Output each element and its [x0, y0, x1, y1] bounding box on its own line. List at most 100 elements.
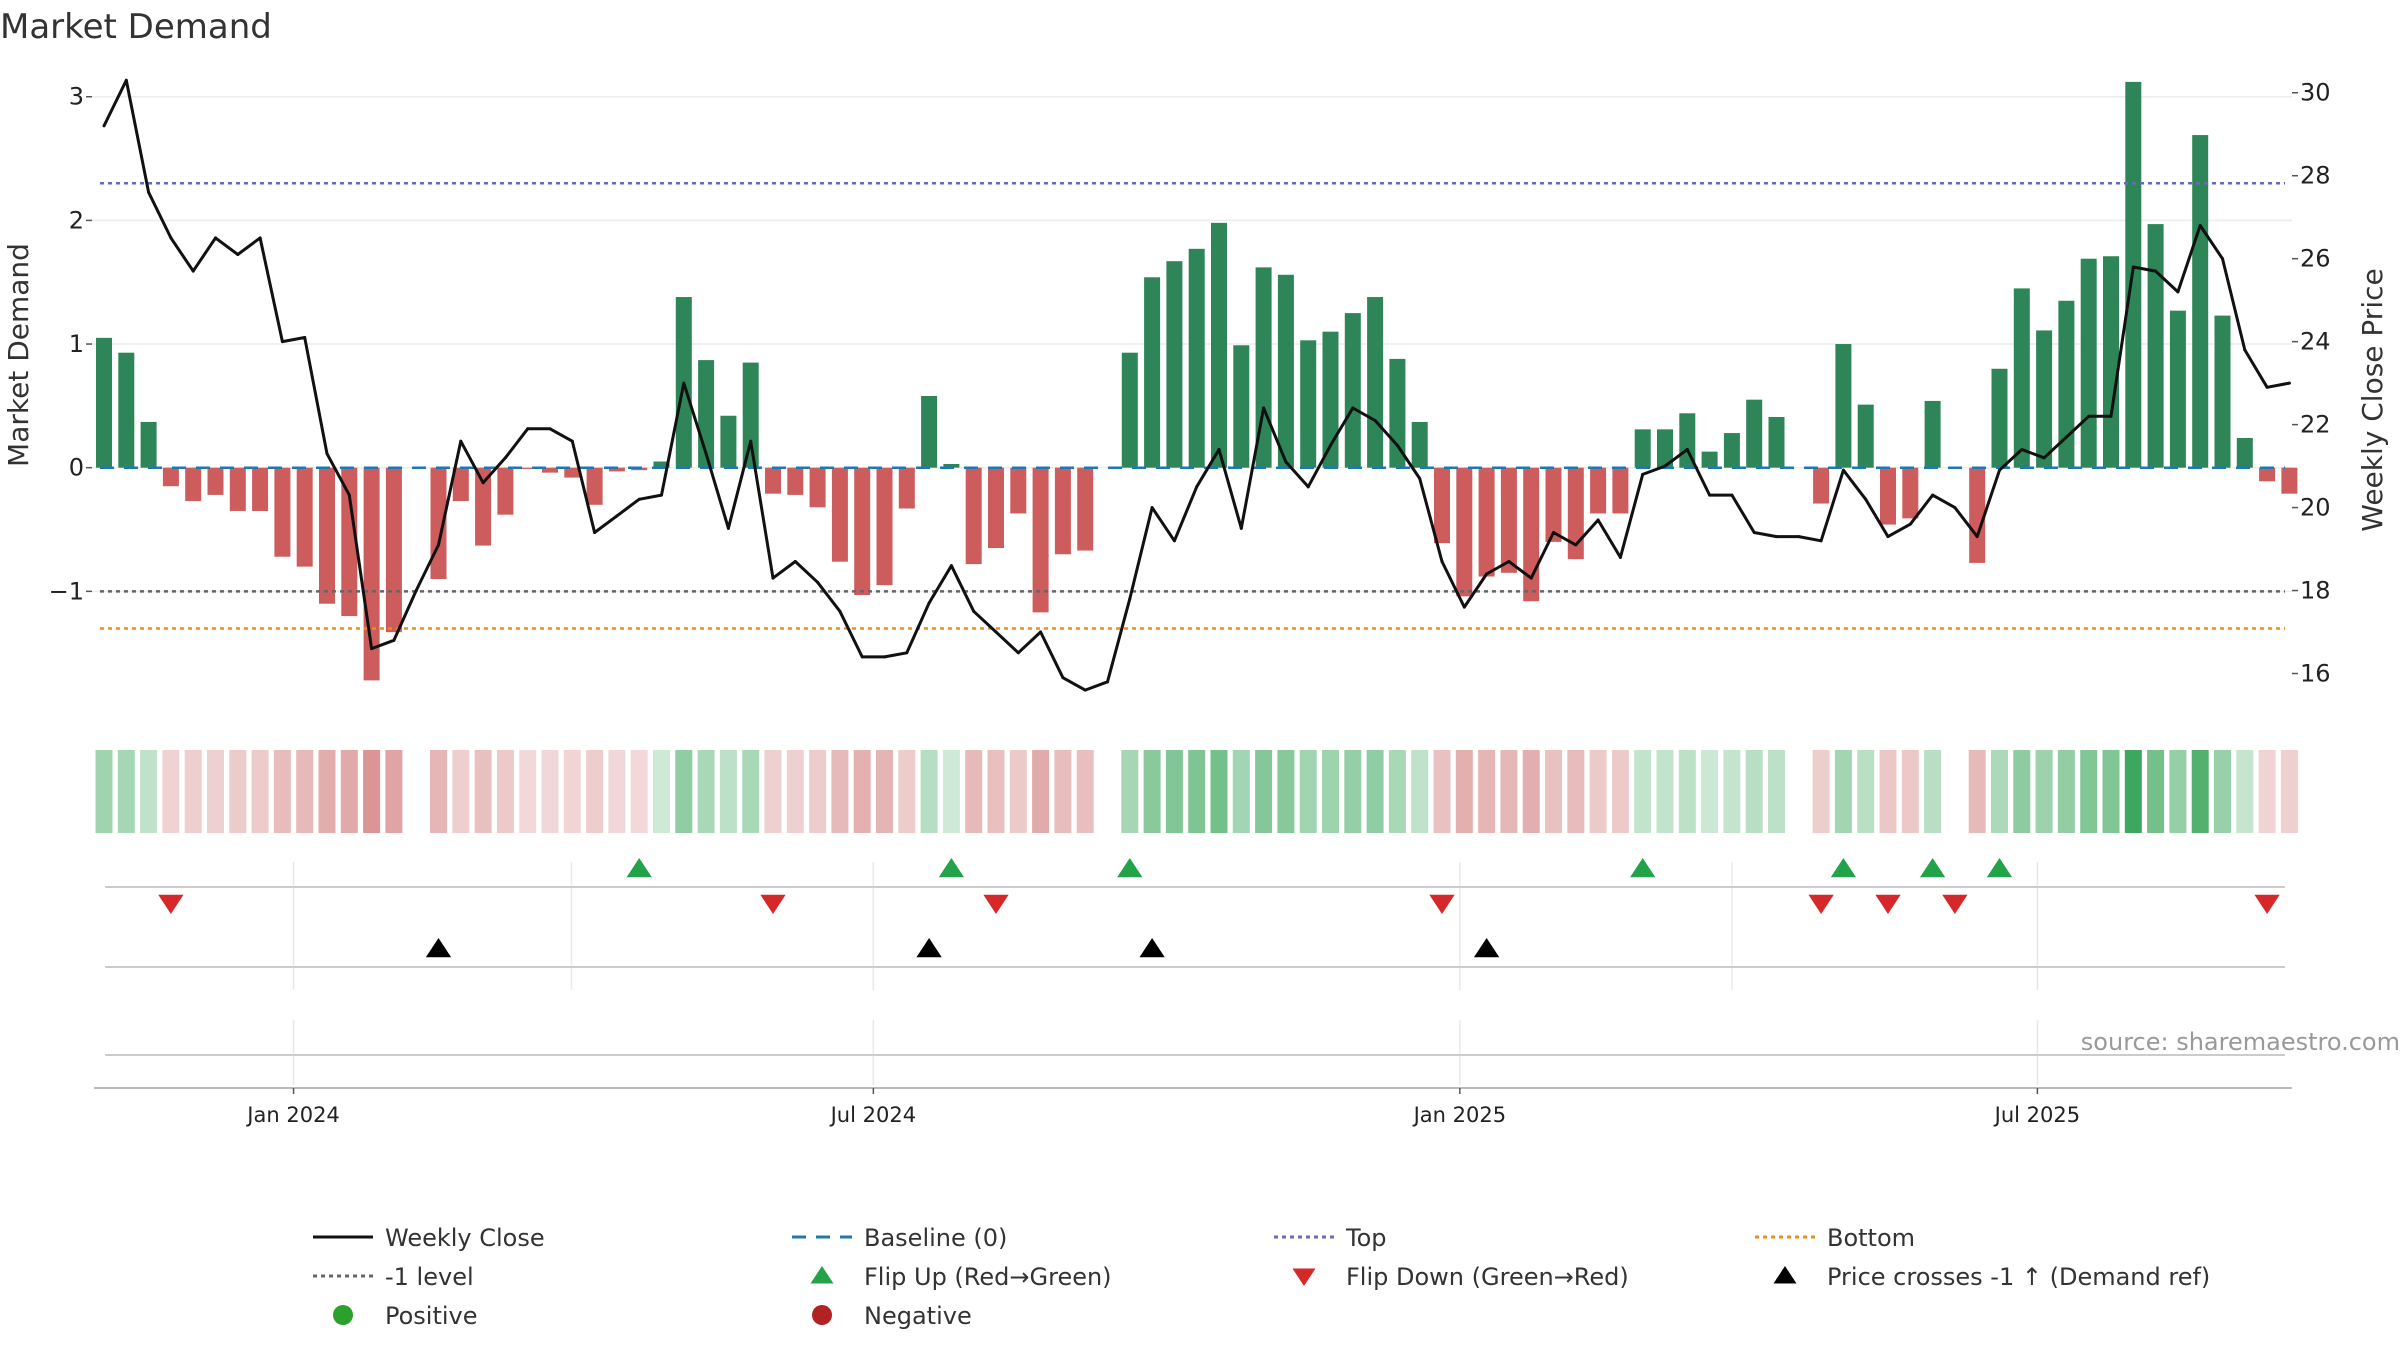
- chart-title: Market Demand: [0, 7, 272, 47]
- positive-bar: [1991, 368, 2008, 468]
- heat-cell: [2258, 750, 2276, 833]
- heat-cell: [2013, 750, 2031, 833]
- heat-cell: [207, 750, 224, 833]
- positive-bar: [2036, 330, 2053, 468]
- price-point: [437, 543, 440, 547]
- price-point: [1663, 464, 1667, 468]
- heat-cell: [2102, 750, 2120, 833]
- negative-bar: [1612, 467, 1629, 514]
- legend-swatch-dot: [333, 1305, 353, 1325]
- heat-cell: [1500, 750, 1518, 833]
- flip-down-marker: [2254, 894, 2280, 914]
- price-point: [972, 609, 976, 613]
- weekly-close-line: [102, 78, 2291, 692]
- flip-up-marker: [1986, 858, 2013, 878]
- heat-cell: [563, 750, 581, 833]
- positive-bar: [1367, 297, 1384, 468]
- legend-item: Weekly Close: [313, 1224, 545, 1252]
- heat-cell: [1834, 750, 1852, 833]
- source-note: source: sharemaestro.com: [2081, 1028, 2400, 1056]
- positive-bar: [1657, 429, 1673, 468]
- price-point: [2064, 435, 2068, 439]
- price-point: [392, 638, 396, 642]
- legend-item: Top: [1274, 1224, 1387, 1252]
- heat-cell: [1009, 750, 1027, 833]
- negative-bar: [452, 467, 469, 502]
- left-axis-label: Market Demand: [2, 243, 35, 467]
- negative-bar: [608, 467, 625, 472]
- heat-cell: [608, 750, 626, 833]
- positive-bar: [943, 463, 960, 468]
- legend-item: Flip Down (Green→Red): [1292, 1263, 1629, 1291]
- negative-bar: [586, 467, 603, 505]
- price-point: [749, 439, 753, 443]
- negative-bar: [1010, 467, 1027, 514]
- price-point: [682, 381, 686, 385]
- negative-bar: [519, 467, 536, 469]
- price-point: [2176, 290, 2180, 294]
- price-point: [169, 236, 173, 240]
- heat-cell: [1299, 750, 1317, 833]
- price-point: [1462, 605, 1466, 609]
- price-point: [325, 452, 329, 456]
- heat-cell: [1143, 750, 1161, 833]
- heat-cell: [853, 750, 871, 833]
- demand-heat-strip: [95, 750, 2298, 833]
- positive-bar: [1300, 340, 1317, 468]
- price-point: [637, 497, 641, 501]
- price-point: [1596, 518, 1600, 522]
- heat-cell: [2169, 750, 2187, 833]
- price-point: [124, 78, 128, 82]
- price-point: [2131, 265, 2135, 269]
- price-point: [660, 493, 663, 497]
- positive-bar: [720, 415, 737, 468]
- heat-cell: [2214, 750, 2231, 833]
- legend-swatch-triangle-up: [1773, 1266, 1797, 1284]
- positive-bar: [653, 461, 670, 468]
- right-tick-label: 28: [2300, 162, 2331, 190]
- negative-bar: [274, 467, 291, 557]
- price-point: [1262, 406, 1266, 410]
- positive-bar: [921, 395, 938, 468]
- price-point: [1507, 560, 1511, 564]
- positive-bar: [1233, 345, 1250, 468]
- positive-bar: [1277, 274, 1294, 468]
- negative-bar: [341, 467, 358, 617]
- positive-bar: [1835, 344, 1852, 468]
- price-point: [726, 526, 730, 530]
- flip-down-marker: [1429, 894, 1455, 914]
- negative-bar: [831, 467, 848, 562]
- negative-bar: [162, 467, 179, 487]
- positive-bar: [1188, 248, 1205, 468]
- legend-swatch-triangle-up: [810, 1266, 834, 1284]
- left-tick-label: 0: [69, 454, 84, 482]
- negative-bar: [1523, 467, 1540, 602]
- positive-bar: [1768, 416, 1785, 468]
- positive-bar: [2192, 135, 2209, 468]
- heat-cell: [1165, 750, 1183, 833]
- negative-bar: [988, 467, 1004, 549]
- flip-down-marker: [760, 894, 786, 914]
- heat-cell: [1121, 750, 1139, 833]
- heat-cell: [1857, 750, 1875, 833]
- price-point: [1529, 576, 1533, 580]
- heat-cell: [965, 750, 983, 833]
- price-point: [1106, 680, 1109, 684]
- heat-cell: [987, 750, 1005, 833]
- positive-bar: [2103, 256, 2119, 468]
- negative-bar: [2259, 467, 2276, 482]
- legend-label: Price crosses -1 ↑ (Demand ref): [1827, 1263, 2210, 1291]
- heat-cell: [586, 750, 604, 833]
- positive-bar: [1121, 352, 1138, 468]
- negative-bar: [1077, 467, 1094, 551]
- negative-bar: [1969, 467, 1986, 563]
- heat-cell: [117, 750, 135, 833]
- heat-cell: [1455, 750, 1473, 833]
- price-point: [1641, 472, 1645, 476]
- event-markers: [158, 858, 2280, 958]
- positive-bar: [1411, 421, 1428, 468]
- axis-ticks: 3 2 1 0 −1 30 28 26 24 22 20 18 16 Jan 2024 Jul 2024 Ja…: [49, 79, 2331, 1127]
- legend-swatch-dot: [812, 1305, 832, 1325]
- negative-bar: [1567, 467, 1584, 560]
- heat-cell: [876, 750, 893, 833]
